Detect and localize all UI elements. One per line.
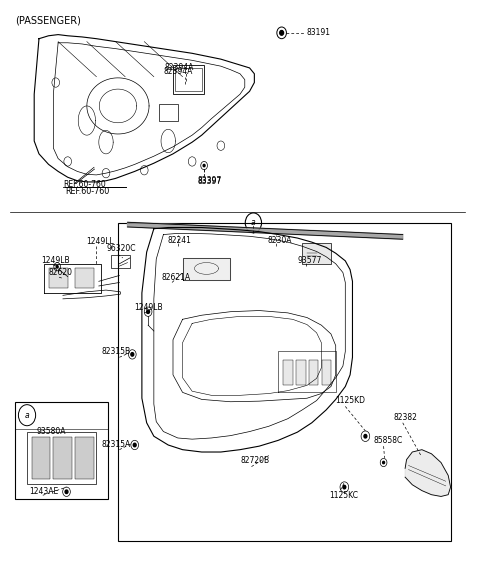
Text: 1125KD: 1125KD	[335, 396, 365, 406]
Circle shape	[364, 434, 367, 438]
Text: 82620: 82620	[48, 268, 72, 277]
Bar	[158, 104, 178, 121]
Bar	[32, 437, 50, 479]
Text: 83191: 83191	[307, 28, 331, 38]
Circle shape	[133, 443, 136, 447]
Text: REF.60-760: REF.60-760	[63, 180, 106, 189]
Text: 82241: 82241	[167, 236, 191, 245]
Text: 1249LB: 1249LB	[134, 303, 162, 312]
Circle shape	[203, 165, 205, 167]
Text: a: a	[251, 219, 256, 227]
Bar	[283, 360, 293, 386]
Text: 85858C: 85858C	[373, 436, 402, 445]
Bar	[302, 243, 331, 264]
Text: 83397: 83397	[198, 176, 222, 185]
Bar	[118, 223, 451, 541]
Bar	[296, 360, 306, 386]
Bar	[53, 437, 72, 479]
Circle shape	[343, 485, 346, 489]
Polygon shape	[405, 449, 451, 496]
Text: 93580A: 93580A	[36, 427, 66, 436]
Circle shape	[131, 353, 134, 356]
Polygon shape	[182, 258, 230, 280]
Text: 96320C: 96320C	[107, 244, 136, 253]
Circle shape	[56, 265, 58, 268]
Text: 82382: 82382	[393, 413, 417, 421]
Text: 1249LL: 1249LL	[86, 237, 114, 246]
Text: 82394A: 82394A	[164, 63, 194, 72]
Text: 82720B: 82720B	[241, 456, 270, 465]
Bar	[173, 65, 204, 94]
Circle shape	[383, 461, 384, 464]
Text: 82315B: 82315B	[101, 347, 131, 356]
Text: 1249LB: 1249LB	[41, 256, 70, 265]
Circle shape	[65, 490, 68, 493]
Text: 83397: 83397	[198, 177, 222, 186]
Circle shape	[147, 310, 150, 314]
Text: 1243AE: 1243AE	[29, 487, 59, 496]
Bar	[175, 68, 202, 91]
Bar	[75, 268, 94, 288]
Bar	[111, 255, 130, 268]
Text: 8230A: 8230A	[268, 236, 292, 245]
Bar	[15, 403, 108, 499]
Circle shape	[280, 30, 284, 35]
Text: 82621A: 82621A	[161, 274, 190, 282]
Bar	[27, 431, 96, 484]
Text: 82315A: 82315A	[101, 440, 131, 449]
Bar	[75, 437, 94, 479]
Text: 1125KC: 1125KC	[329, 490, 358, 500]
Text: REF.60-760: REF.60-760	[65, 186, 109, 196]
Bar	[309, 360, 319, 386]
Text: 82394A: 82394A	[163, 67, 193, 76]
Polygon shape	[128, 222, 403, 239]
Text: 93577: 93577	[298, 256, 322, 265]
Bar	[322, 360, 331, 386]
Bar	[48, 268, 68, 288]
Text: (PASSENGER): (PASSENGER)	[15, 15, 81, 25]
Text: a: a	[24, 411, 29, 420]
